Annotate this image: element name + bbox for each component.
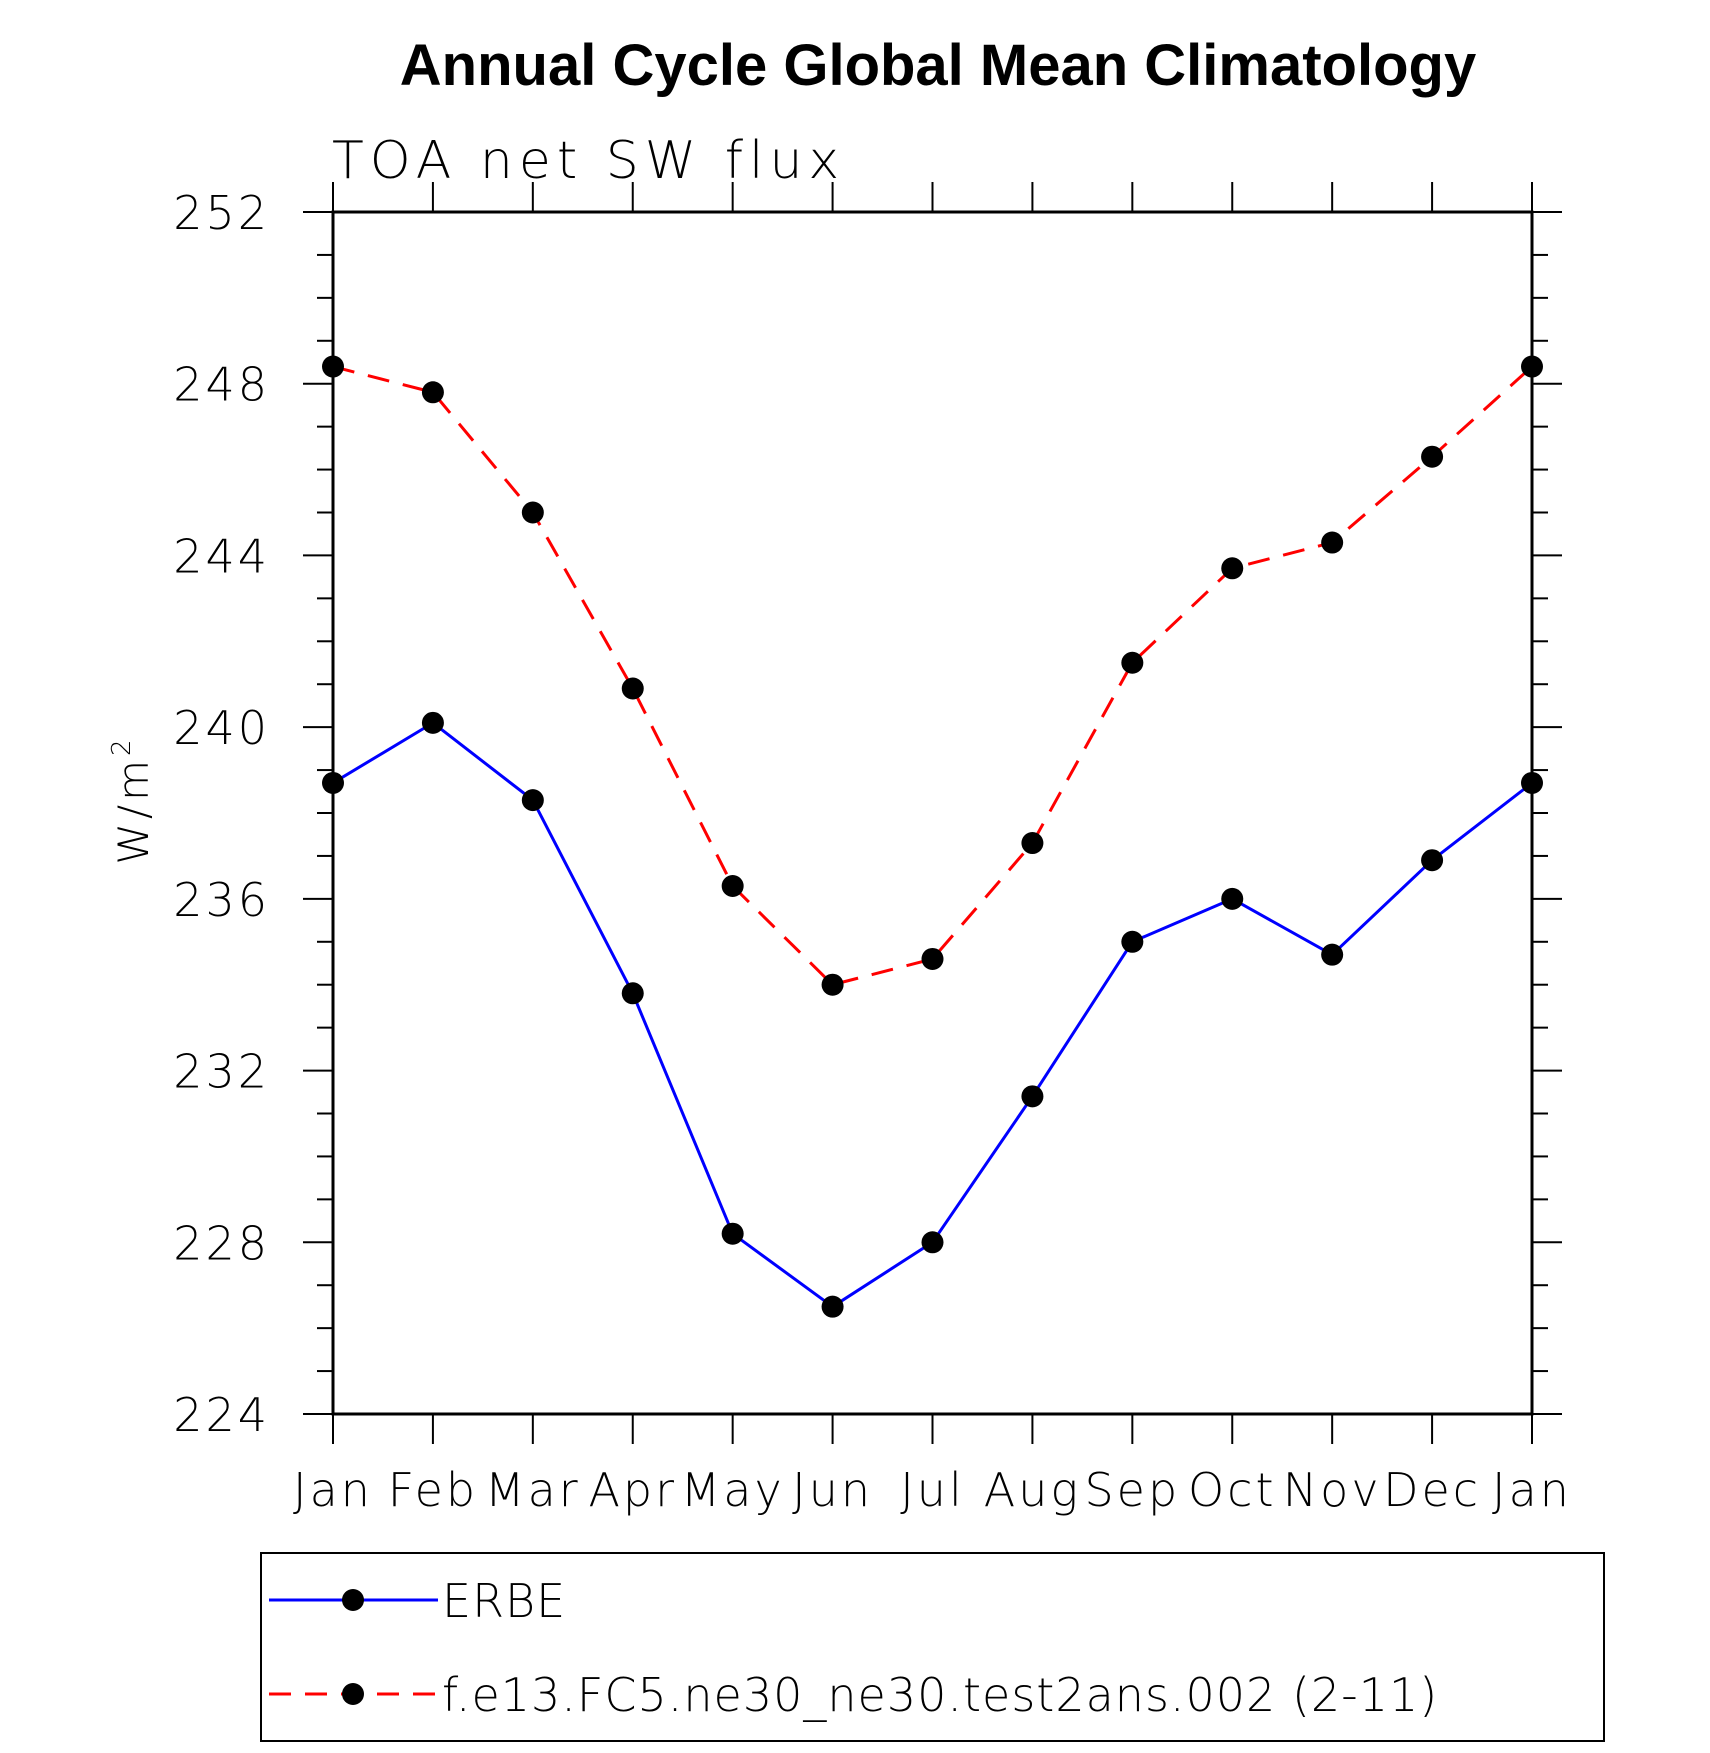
y-tick-label: 224 xyxy=(173,1388,270,1442)
x-tick-label: Nov xyxy=(1283,1463,1382,1517)
plot-frame xyxy=(331,210,1534,1416)
x-tick-label: Dec xyxy=(1383,1463,1481,1517)
series-1-point xyxy=(921,947,944,970)
y-tick-label: 236 xyxy=(173,873,270,927)
series-1-point xyxy=(1021,832,1044,855)
x-tick-label: Jul xyxy=(900,1463,965,1517)
series-1-point xyxy=(621,677,644,700)
x-tick-labels: Jan Feb Mar Apr May Jun Jul Aug Sep Oct Nov Dec Jan xyxy=(293,1463,1572,1517)
series-1-point xyxy=(1121,651,1144,674)
x-tick-label: Feb xyxy=(388,1463,478,1517)
legend-box xyxy=(260,1552,1605,1742)
x-tick-label: Oct xyxy=(1188,1463,1277,1517)
y-axis-label: W/m2 xyxy=(107,735,158,864)
series-1-point xyxy=(821,973,844,996)
y-tick-label: 252 xyxy=(173,186,270,240)
series-1-point xyxy=(421,381,444,404)
chart-subtitle: TOA net SW flux xyxy=(332,131,845,191)
x-tick-label: Jun xyxy=(792,1463,873,1517)
series-1-point xyxy=(721,874,744,897)
series-0-point xyxy=(521,789,544,812)
legend-label-erbe: ERBE xyxy=(442,1574,566,1628)
legend-label-model: f.e13.FC5.ne30_ne30.test2ans.002 (2-11) xyxy=(442,1668,1438,1722)
series-0-point xyxy=(1421,849,1444,872)
series-line-0 xyxy=(332,721,1533,1309)
series-1-point xyxy=(1521,355,1543,378)
legend: ERBE f.e13.FC5.ne30_ne30.test2ans.002 (2… xyxy=(260,1552,1605,1742)
series-layer xyxy=(322,355,1543,1318)
series-0-point xyxy=(1121,930,1144,953)
series-0-point xyxy=(322,771,344,794)
series-1-point xyxy=(1421,445,1444,468)
x-tick-label: Jan xyxy=(1492,1463,1572,1517)
series-0-point xyxy=(421,711,444,734)
series-1-point xyxy=(1321,531,1344,554)
y-tick-label: 232 xyxy=(173,1045,270,1099)
x-tick-label: Jan xyxy=(293,1463,373,1517)
legend-marker-model xyxy=(342,1683,364,1705)
series-1-point xyxy=(521,501,544,524)
y-tick-label: 228 xyxy=(173,1216,270,1270)
series-0-point xyxy=(1521,771,1543,794)
x-tick-label: Sep xyxy=(1084,1463,1180,1517)
y-tick-labels: 224 228 232 236 240 244 248 252 xyxy=(173,186,270,1442)
series-0-point xyxy=(1021,1085,1044,1108)
axis-ticks xyxy=(303,182,1562,1444)
y-tick-label: 240 xyxy=(173,701,270,755)
chart-title: Annual Cycle Global Mean Climatology xyxy=(400,33,1476,98)
legend-marker-erbe xyxy=(342,1589,364,1611)
y-tick-label: 244 xyxy=(173,529,270,583)
series-0-point xyxy=(1321,943,1344,966)
series-1-point xyxy=(322,355,344,378)
series-0-point xyxy=(1221,887,1244,910)
x-tick-label: Mar xyxy=(485,1463,581,1517)
x-tick-label: May xyxy=(681,1463,785,1517)
series-0-point xyxy=(821,1295,844,1318)
series-0-point xyxy=(721,1222,744,1245)
series-0-point xyxy=(921,1231,944,1254)
series-1-point xyxy=(1221,557,1244,580)
series-line-1 xyxy=(332,365,1534,987)
x-tick-label: Apr xyxy=(588,1463,677,1517)
x-tick-label: Aug xyxy=(984,1463,1081,1517)
y-tick-label: 248 xyxy=(173,358,270,412)
y-axis-label-superscript: 2 xyxy=(107,735,137,756)
y-axis-label-text: W/m xyxy=(109,756,158,865)
svg-text:W/m2: W/m2 xyxy=(107,735,158,864)
series-0-point xyxy=(621,982,644,1005)
